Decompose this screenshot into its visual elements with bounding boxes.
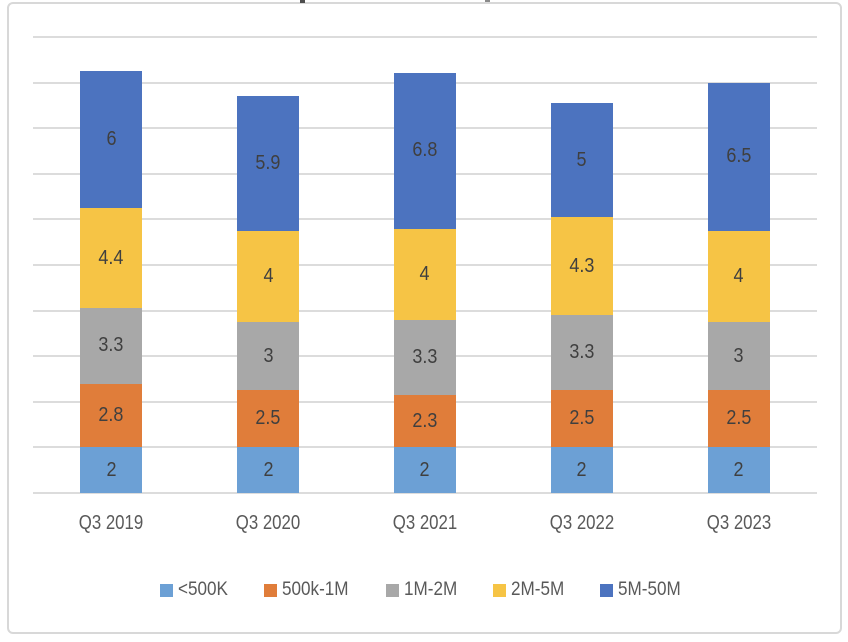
data-label: 2.5	[569, 407, 595, 430]
data-label: 4.3	[569, 254, 595, 277]
data-label: 2.5	[726, 407, 752, 430]
bar-segment: 4	[394, 228, 456, 320]
bar-segment: 3.3	[550, 315, 613, 391]
data-label: 3	[733, 344, 744, 367]
legend-label: <500K	[178, 579, 229, 600]
bar-segment: 2.5	[237, 390, 300, 448]
data-label: 2	[419, 458, 431, 481]
data-label: 6	[106, 128, 117, 151]
bar-segment: 3	[707, 322, 770, 391]
data-label: 2.8	[98, 403, 124, 426]
bar-segment: 3.3	[80, 308, 143, 384]
bar-segment: 2.3	[394, 394, 456, 448]
data-label: 2.3	[412, 409, 438, 432]
data-label: 6.8	[412, 139, 438, 162]
legend-item: <500K	[160, 579, 233, 601]
legend-item: 5M-50M	[599, 579, 688, 601]
legend-label: 2M-5M	[510, 579, 565, 600]
legend-item: 500k-1M	[263, 579, 356, 601]
bar-segment: 5.9	[237, 96, 300, 231]
legend-label: 500k-1M	[281, 579, 349, 600]
data-label: 6.5	[726, 145, 752, 168]
x-axis-label: Q3 2020	[235, 512, 301, 534]
legend-swatch	[599, 583, 613, 597]
data-label: 4	[263, 264, 274, 287]
x-axis-line	[33, 492, 817, 494]
bar-segment: 2.5	[550, 390, 613, 448]
cropped-text-fragment	[485, 0, 490, 2]
bar-segment: 4.4	[80, 208, 143, 309]
legend-swatch	[385, 583, 399, 597]
legend-label: 1M-2M	[403, 579, 457, 600]
data-label: 3	[263, 344, 274, 367]
bar-segment: 2	[237, 447, 300, 493]
bar-segment: 2.5	[707, 390, 770, 448]
data-label: 2.5	[255, 407, 281, 430]
bar-segment: 3	[237, 322, 300, 391]
legend: <500K 500k-1M 1M-2M 2M-5M 5M-50M	[0, 579, 848, 601]
bar-segment: 2	[80, 447, 143, 493]
x-axis-label: Q3 2022	[549, 512, 615, 534]
data-label: 3.3	[569, 341, 595, 364]
bar-segment: 2	[707, 447, 770, 493]
data-label: 4	[733, 264, 744, 287]
data-label: 2	[733, 458, 744, 481]
legend-swatch	[492, 583, 506, 597]
legend-item: 1M-2M	[385, 579, 463, 601]
bar-segment: 2	[394, 447, 456, 493]
data-label: 3.3	[98, 334, 124, 357]
bar-segment: 6.5	[707, 82, 770, 231]
legend-label: 5M-50M	[617, 579, 681, 600]
bar-segment: 2.8	[80, 383, 143, 448]
cropped-text-fragment	[300, 0, 305, 3]
bar-segment: 4.3	[550, 217, 613, 316]
bar-segment: 4	[237, 230, 300, 322]
data-label: 5	[576, 148, 587, 171]
data-label: 2	[263, 458, 274, 481]
data-label: 3.3	[412, 345, 438, 368]
x-axis-label: Q3 2023	[706, 512, 771, 534]
bar-segment: 4	[707, 230, 770, 322]
bar-segment: 3.3	[394, 319, 456, 395]
x-axis-label: Q3 2019	[79, 512, 144, 534]
data-label: 4.4	[98, 246, 124, 269]
bar-segment: 6.8	[394, 73, 456, 229]
x-axis-label: Q3 2021	[392, 512, 458, 534]
data-label: 2	[106, 458, 117, 481]
legend-swatch	[263, 583, 277, 597]
bar-segment: 2	[550, 447, 613, 493]
data-label: 4	[419, 262, 431, 285]
bar-segment: 6	[80, 71, 143, 208]
legend-item: 2M-5M	[492, 579, 570, 601]
data-label: 2	[576, 458, 587, 481]
data-label: 5.9	[255, 152, 281, 175]
bar-segment: 5	[550, 103, 613, 218]
gridline	[33, 36, 817, 38]
legend-swatch	[160, 583, 174, 597]
